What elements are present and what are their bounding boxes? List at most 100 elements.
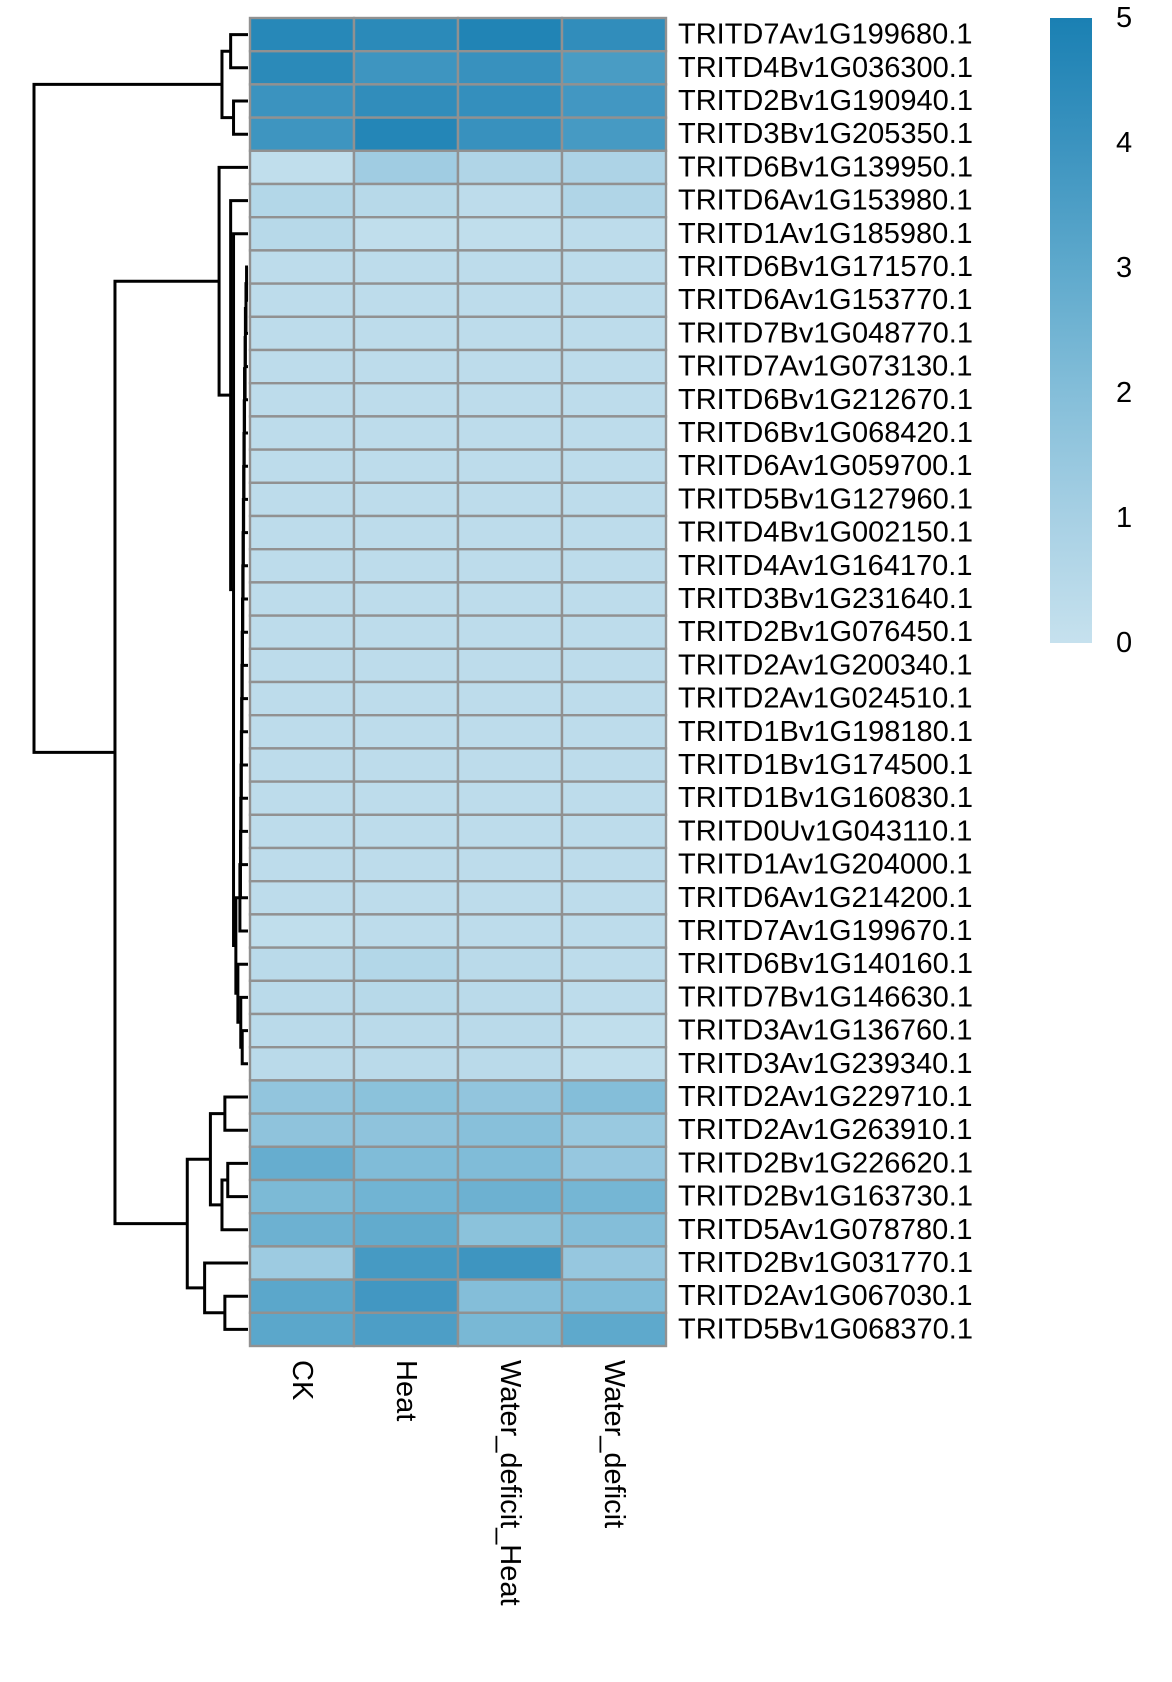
column-label: Water_deficit	[598, 1360, 630, 1528]
heatmap-cell	[352, 813, 460, 850]
row-label: TRITD1Av1G204000.1	[678, 849, 972, 881]
dendrogram-branch	[223, 1294, 248, 1331]
heatmap-cell	[456, 1112, 564, 1148]
row-label: TRITD6Bv1G171570.1	[678, 251, 973, 283]
heatmap-cell	[560, 714, 668, 750]
heatmap-cell	[248, 514, 356, 551]
heatmap-cell	[560, 1112, 668, 1148]
heatmap-cell	[560, 149, 668, 186]
heatmap-cell	[352, 680, 460, 717]
heatmap-cell	[456, 149, 564, 186]
heatmap-cell	[248, 481, 356, 518]
heatmap-cell	[248, 282, 356, 319]
heatmap-cell	[560, 1012, 668, 1049]
row-label: TRITD5Bv1G127960.1	[678, 483, 973, 515]
heatmap-cell	[248, 382, 356, 418]
heatmap-cell	[456, 846, 564, 883]
heatmap-cell	[352, 1245, 460, 1281]
heatmap-cell	[352, 614, 460, 650]
row-label: TRITD2Av1G024510.1	[678, 683, 972, 715]
heatmap-cell	[352, 348, 460, 385]
heatmap-cell	[456, 382, 564, 418]
heatmap-cell	[456, 315, 564, 352]
heatmap-cell	[456, 1079, 564, 1115]
legend-tick-label: 0	[1116, 627, 1132, 659]
heatmap-cell	[560, 780, 668, 816]
row-label: TRITD2Av1G200340.1	[678, 649, 972, 681]
heatmap-cell	[560, 614, 668, 650]
dendrogram-branch	[220, 49, 234, 120]
row-label: TRITD6Av1G153980.1	[678, 185, 972, 217]
heatmap-cell	[456, 548, 564, 584]
heatmap-cell	[248, 1178, 356, 1215]
row-label: TRITD6Bv1G139950.1	[678, 151, 973, 183]
heatmap-cell	[248, 1045, 356, 1082]
row-label: TRITD2Bv1G190940.1	[678, 85, 973, 117]
heatmap-cell	[248, 1311, 356, 1348]
dendrogram-branch	[113, 279, 220, 1226]
row-label: TRITD1Av1G185980.1	[678, 218, 972, 250]
heatmap-cell	[560, 813, 668, 850]
heatmap-cell	[560, 16, 668, 53]
heatmap-cells	[248, 16, 668, 1348]
heatmap-cell	[352, 116, 460, 152]
heatmap-cell	[456, 249, 564, 285]
column-labels: CK Heat Water_deficit_Heat Water_deficit	[286, 1360, 630, 1606]
row-label: TRITD2Av1G067030.1	[678, 1280, 972, 1312]
heatmap-cell	[560, 415, 668, 451]
row-label: TRITD6Av1G059700.1	[678, 450, 972, 482]
heatmap-cell	[248, 83, 356, 119]
heatmap-cell	[248, 249, 356, 285]
heatmap-cell	[352, 1278, 460, 1314]
heatmap-cell	[560, 680, 668, 717]
row-label: TRITD1Bv1G198180.1	[678, 716, 973, 748]
heatmap-cell	[352, 747, 460, 783]
heatmap-cell	[560, 315, 668, 352]
row-label: TRITD6Av1G153770.1	[678, 284, 972, 316]
heatmap-cell	[352, 448, 460, 485]
heatmap-cell	[456, 647, 564, 684]
heatmap-cell	[456, 747, 564, 783]
row-label: TRITD7Av1G073130.1	[678, 351, 972, 383]
heatmap-cell	[560, 282, 668, 319]
heatmap-cell	[248, 714, 356, 750]
heatmap-cell	[352, 1211, 460, 1248]
heatmap-cell	[352, 182, 460, 219]
row-label: TRITD3Av1G239340.1	[678, 1048, 972, 1080]
heatmap-cell	[248, 116, 356, 152]
heatmap-cell	[456, 680, 564, 717]
row-label: TRITD3Av1G136760.1	[678, 1015, 972, 1047]
row-label: TRITD7Bv1G146630.1	[678, 981, 973, 1013]
heatmap-cell	[248, 813, 356, 850]
heatmap-cell	[456, 16, 564, 53]
heatmap-cell	[248, 448, 356, 485]
heatmap-cell	[352, 1112, 460, 1148]
legend-tick-label: 5	[1116, 2, 1132, 34]
heatmap-cell	[352, 83, 460, 119]
heatmap-cell	[560, 946, 668, 982]
dendrogram-branch	[32, 82, 222, 754]
row-label: TRITD0Uv1G043110.1	[678, 815, 972, 847]
heatmap-cell	[560, 83, 668, 119]
heatmap-cell	[456, 1245, 564, 1281]
heatmap-cell	[248, 215, 356, 252]
heatmap-cell	[456, 1178, 564, 1215]
heatmap-cell	[456, 448, 564, 485]
heatmap-cell	[352, 581, 460, 617]
dendrogram-branch	[229, 199, 248, 592]
row-label: TRITD1Bv1G160830.1	[678, 782, 973, 814]
heatmap-cell	[456, 481, 564, 518]
heatmap-cell	[456, 182, 564, 219]
dendrogram-branch	[239, 995, 248, 1049]
row-label: TRITD5Av1G078780.1	[678, 1214, 972, 1246]
row-label: TRITD2Av1G263910.1	[678, 1114, 972, 1146]
heatmap-cell	[352, 1145, 460, 1182]
heatmap-cell	[456, 116, 564, 152]
heatmap-cell	[248, 1112, 356, 1148]
row-label: TRITD7Av1G199670.1	[678, 915, 972, 947]
heatmap-cell	[456, 581, 564, 617]
heatmap-cell	[456, 780, 564, 816]
row-label: TRITD1Bv1G174500.1	[678, 749, 973, 781]
row-label: TRITD7Bv1G048770.1	[678, 317, 973, 349]
